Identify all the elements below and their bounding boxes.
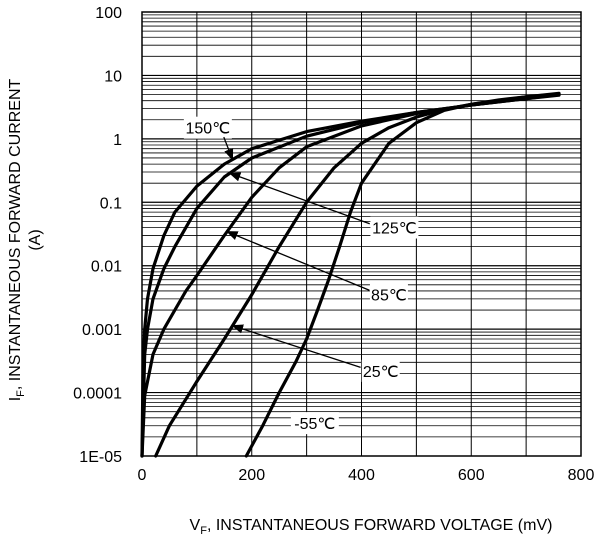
y-tick-label: 1 [113, 132, 122, 149]
annotation-arrow [223, 136, 234, 161]
x-axis-title: VF, INSTANTANEOUS FORWARD VOLTAGE (mV) [190, 517, 553, 537]
annotation-arrow [228, 172, 370, 225]
x-tick-label: 200 [238, 467, 265, 484]
x-tick-label: 600 [458, 467, 485, 484]
annotation-arrow [231, 324, 361, 368]
annotations: 150℃ 125℃ 85℃ 25℃ -55℃ [183, 116, 419, 435]
plot-frame [141, 11, 582, 457]
annotation-label: -55℃ [294, 416, 335, 433]
series-line [244, 91, 561, 458]
annotation-background [183, 116, 232, 139]
y-tick-label: 0.1 [100, 195, 122, 212]
y-tick-label: 0.0001 [73, 386, 122, 403]
y-tick-label: 100 [95, 5, 122, 22]
x-tick-label: 800 [568, 467, 595, 484]
annotation-background [361, 359, 400, 382]
y-tick-label: 10 [104, 68, 122, 85]
annotation-label: 85℃ [371, 288, 407, 305]
svg-text:(A): (A) [27, 229, 44, 250]
curves [140, 91, 561, 458]
grid [142, 12, 581, 456]
y-tick-label: 1E-05 [79, 449, 122, 466]
svg-text:IF, INSTANTANEOUS FORWARD CURR: IF, INSTANTANEOUS FORWARD CURRENT [7, 78, 27, 401]
annotation-arrow [225, 231, 370, 291]
annotation-label: 25℃ [363, 364, 399, 381]
x-tick-labels: 0 200 400 600 800 [138, 467, 595, 484]
annotation-background [290, 412, 339, 435]
y-tick-label: 0.01 [91, 259, 122, 276]
annotation-background [369, 283, 408, 306]
x-tick-label: 400 [348, 467, 375, 484]
annotation-label: 125℃ [372, 221, 417, 238]
y-tick-labels: 1E-05 0.0001 0.001 0.01 0.1 1 10 100 [73, 5, 122, 466]
y-tick-label: 0.001 [82, 322, 122, 339]
x-tick-label: 0 [138, 467, 147, 484]
annotation-label: 150℃ [186, 121, 231, 138]
annotation-background [370, 216, 419, 239]
y-axis-title: IF, INSTANTANEOUS FORWARD CURRENT (A) [7, 78, 44, 401]
